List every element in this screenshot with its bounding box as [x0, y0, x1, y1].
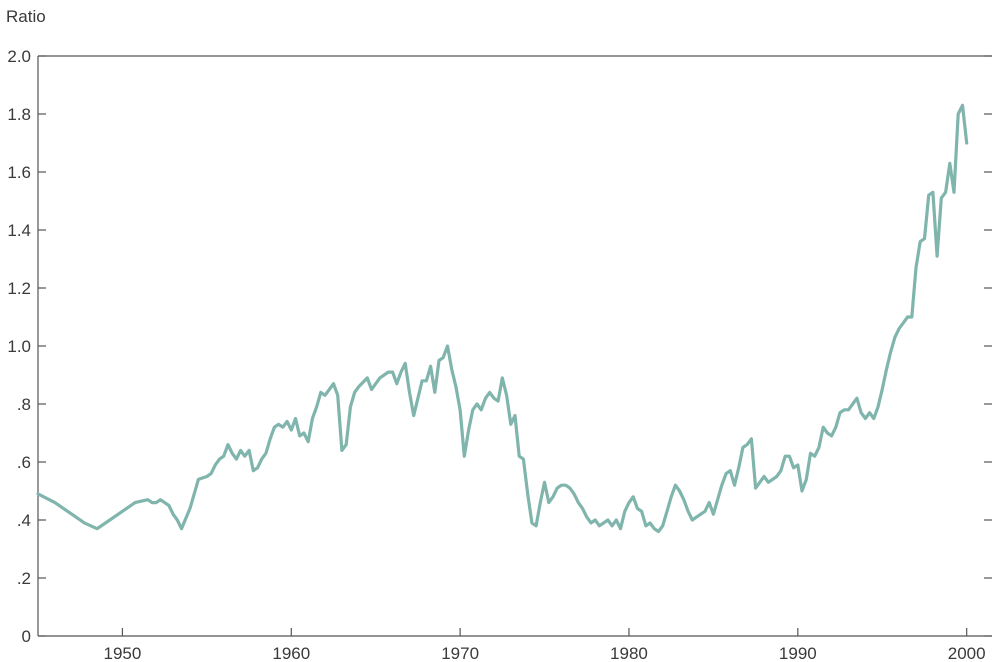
- series-line: [36, 103, 969, 534]
- y-tick-label: .2: [17, 569, 31, 588]
- series-layer: [36, 103, 969, 534]
- y-tick-label: 1.2: [7, 279, 31, 298]
- tick-labels: 0 .2 .4 .6 .8 1.0 1.2 1.4 1.6 1.8 2.0 1950 1960 1970 1…: [6, 7, 986, 662]
- y-tick-label: .6: [17, 453, 31, 472]
- y-tick-label: 1.8: [7, 105, 31, 124]
- x-tick-label: 1960: [272, 644, 310, 662]
- y-tick-label: .4: [17, 511, 31, 530]
- x-tick-label: 1980: [610, 644, 648, 662]
- x-tick-label: 1970: [441, 644, 479, 662]
- y-tick-label: 1.6: [7, 163, 31, 182]
- y-tick-label: 0: [22, 627, 31, 646]
- x-tick-label: 1990: [779, 644, 817, 662]
- y-tick-label: 1.4: [7, 221, 31, 240]
- axes: [37, 55, 992, 637]
- x-tick-label: 1950: [104, 644, 142, 662]
- y-axis-unit-label: Ratio: [6, 7, 46, 26]
- y-tick-label: 2.0: [7, 47, 31, 66]
- y-tick-label: 1.0: [7, 337, 31, 356]
- x-tick-label: 2000: [948, 644, 986, 662]
- y-tick-label: .8: [17, 395, 31, 414]
